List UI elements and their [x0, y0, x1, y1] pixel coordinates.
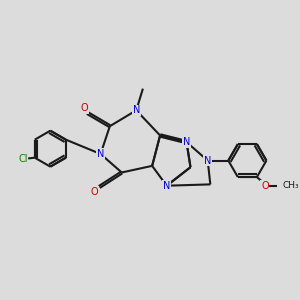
Text: N: N [163, 181, 170, 191]
Text: O: O [261, 181, 268, 190]
Text: N: N [183, 137, 190, 147]
Text: N: N [97, 149, 104, 159]
Text: O: O [81, 103, 88, 113]
Text: Cl: Cl [18, 154, 28, 164]
Text: N: N [133, 105, 140, 115]
Text: O: O [91, 187, 98, 197]
Text: N: N [204, 156, 212, 166]
Text: CH₃: CH₃ [283, 181, 299, 190]
